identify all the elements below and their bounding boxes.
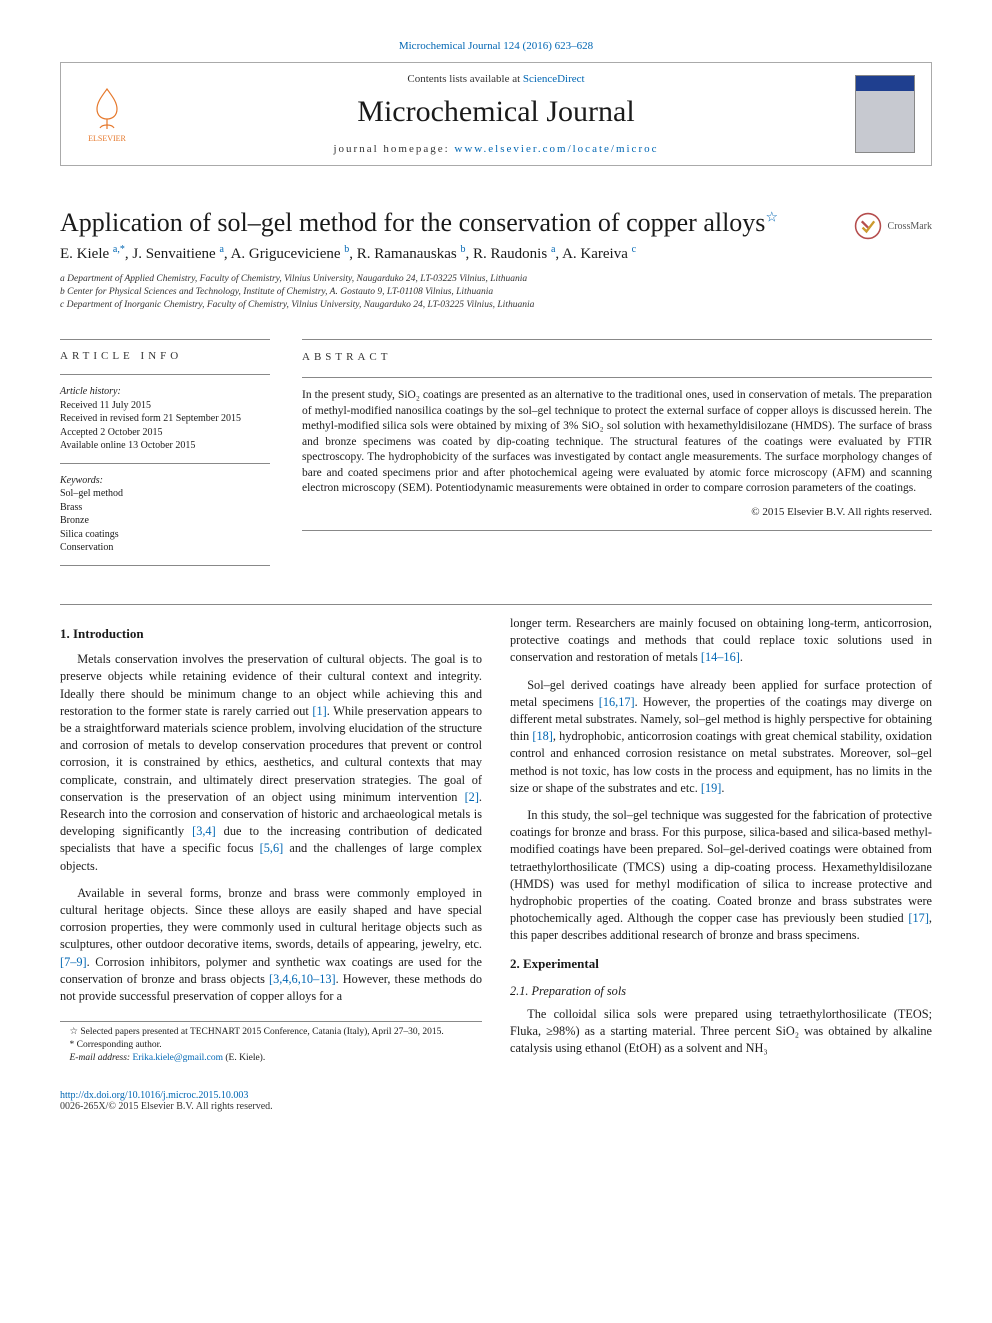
homepage-line: journal homepage: www.elsevier.com/locat… <box>137 143 855 155</box>
doi-link[interactable]: http://dx.doi.org/10.1016/j.microc.2015.… <box>60 1090 932 1101</box>
journal-name: Microchemical Journal <box>137 95 855 129</box>
title-row: Application of sol–gel method for the co… <box>60 196 932 244</box>
section-2-1-title: 2.1. Preparation of sols <box>510 983 932 1000</box>
elsevier-tree-icon <box>82 84 132 134</box>
running-head: Microchemical Journal 124 (2016) 623–628 <box>60 40 932 52</box>
body-top-divider <box>60 604 932 605</box>
citation-7-9[interactable]: [7–9] <box>60 955 87 969</box>
affil-a: a Department of Applied Chemistry, Facul… <box>60 273 932 286</box>
text-span: . While preservation appears to be a str… <box>60 704 482 804</box>
affil-b: b Center for Physical Sciences and Techn… <box>60 286 932 299</box>
footer-copyright: 0026-265X/© 2015 Elsevier B.V. All right… <box>60 1101 932 1112</box>
paragraph: The colloidal silica sols were prepared … <box>510 1006 932 1058</box>
keywords: Keywords: Sol–gel method Brass Bronze Si… <box>60 474 270 555</box>
footnotes: ☆ Selected papers presented at TECHNART … <box>60 1021 482 1064</box>
text-span: . <box>740 650 743 664</box>
keyword: Brass <box>60 501 270 515</box>
article-title-text: Application of sol–gel method for the co… <box>60 208 765 237</box>
contents-prefix: Contents lists available at <box>407 73 522 85</box>
journal-header: ELSEVIER Contents lists available at Sci… <box>60 62 932 166</box>
page-footer: http://dx.doi.org/10.1016/j.microc.2015.… <box>60 1090 932 1112</box>
email-link[interactable]: Erika.kiele@gmail.com <box>132 1053 223 1063</box>
history-online: Available online 13 October 2015 <box>60 439 270 453</box>
citation-3-4-6-10-13[interactable]: [3,4,6,10–13] <box>269 972 336 986</box>
keyword: Sol–gel method <box>60 487 270 501</box>
citation-18[interactable]: [18] <box>532 729 553 743</box>
title-footnote-star[interactable]: ☆ <box>765 210 778 225</box>
footnote-corresponding: * Corresponding author. <box>60 1039 482 1052</box>
elsevier-logo: ELSEVIER <box>77 84 137 144</box>
abstract-copyright: © 2015 Elsevier B.V. All rights reserved… <box>302 505 932 520</box>
email-label: E-mail address: <box>70 1053 133 1063</box>
page: Microchemical Journal 124 (2016) 623–628… <box>0 0 992 1162</box>
crossmark-icon <box>854 212 882 240</box>
section-1-title: 1. Introduction <box>60 625 482 643</box>
history-received: Received 11 July 2015 <box>60 399 270 413</box>
section-2-title: 2. Experimental <box>510 955 932 973</box>
crossmark-badge[interactable]: CrossMark <box>854 212 932 240</box>
elsevier-label: ELSEVIER <box>88 134 126 143</box>
citation-2[interactable]: [2] <box>465 790 479 804</box>
divider <box>302 377 932 378</box>
footnote-star: ☆ Selected papers presented at TECHNART … <box>60 1026 482 1039</box>
citation-3-4[interactable]: [3,4] <box>192 824 216 838</box>
citation-16-17[interactable]: [16,17] <box>599 695 635 709</box>
citation-14-16[interactable]: [14–16] <box>701 650 740 664</box>
text-span: Available in several forms, bronze and b… <box>60 886 482 952</box>
paragraph: Available in several forms, bronze and b… <box>60 885 482 1005</box>
article-info: article info Article history: Received 1… <box>60 329 270 576</box>
paragraph: longer term. Researchers are mainly focu… <box>510 615 932 667</box>
citation-1[interactable]: [1] <box>312 704 326 718</box>
abstract-text: In the present study, SiO₂ coatings are … <box>302 388 932 497</box>
homepage-link[interactable]: www.elsevier.com/locate/microc <box>454 143 658 155</box>
contents-line: Contents lists available at ScienceDirec… <box>137 73 855 85</box>
history-accepted: Accepted 2 October 2015 <box>60 426 270 440</box>
paragraph: Sol–gel derived coatings have already be… <box>510 677 932 797</box>
paragraph: In this study, the sol–gel technique was… <box>510 807 932 945</box>
divider <box>60 565 270 566</box>
history-label: Article history: <box>60 385 270 399</box>
footnote-email: E-mail address: Erika.kiele@gmail.com (E… <box>60 1052 482 1065</box>
text-span: . <box>721 781 724 795</box>
citation-5-6[interactable]: [5,6] <box>260 841 284 855</box>
keywords-label: Keywords: <box>60 474 270 488</box>
affiliations: a Department of Applied Chemistry, Facul… <box>60 273 932 311</box>
affil-c: c Department of Inorganic Chemistry, Fac… <box>60 299 932 312</box>
crossmark-label: CrossMark <box>888 221 932 232</box>
header-center: Contents lists available at ScienceDirec… <box>137 73 855 155</box>
text-span: In this study, the sol–gel technique was… <box>510 808 932 925</box>
email-tail: (E. Kiele). <box>223 1053 265 1063</box>
paragraph: Metals conservation involves the preserv… <box>60 651 482 875</box>
divider <box>60 463 270 464</box>
citation-19[interactable]: [19] <box>701 781 722 795</box>
divider <box>302 339 932 340</box>
abstract: abstract In the present study, SiO₂ coat… <box>302 329 932 576</box>
keyword: Silica coatings <box>60 528 270 542</box>
abstract-heading: abstract <box>302 350 932 365</box>
divider <box>60 339 270 340</box>
authors: E. Kiele a,*, J. Senvaitiene a, A. Grigu… <box>60 244 932 263</box>
homepage-prefix: journal homepage: <box>334 143 455 155</box>
citation-17[interactable]: [17] <box>908 911 929 925</box>
history-revised: Received in revised form 21 September 20… <box>60 412 270 426</box>
body-columns: 1. Introduction Metals conservation invo… <box>60 615 932 1066</box>
article-history: Article history: Received 11 July 2015 R… <box>60 385 270 453</box>
info-abstract-row: article info Article history: Received 1… <box>60 329 932 576</box>
keyword: Conservation <box>60 541 270 555</box>
sciencedirect-link[interactable]: ScienceDirect <box>523 73 585 85</box>
article-info-heading: article info <box>60 350 270 362</box>
divider <box>60 374 270 375</box>
divider <box>302 530 932 531</box>
article-title: Application of sol–gel method for the co… <box>60 208 836 238</box>
journal-cover-thumbnail <box>855 75 915 153</box>
keyword: Bronze <box>60 514 270 528</box>
